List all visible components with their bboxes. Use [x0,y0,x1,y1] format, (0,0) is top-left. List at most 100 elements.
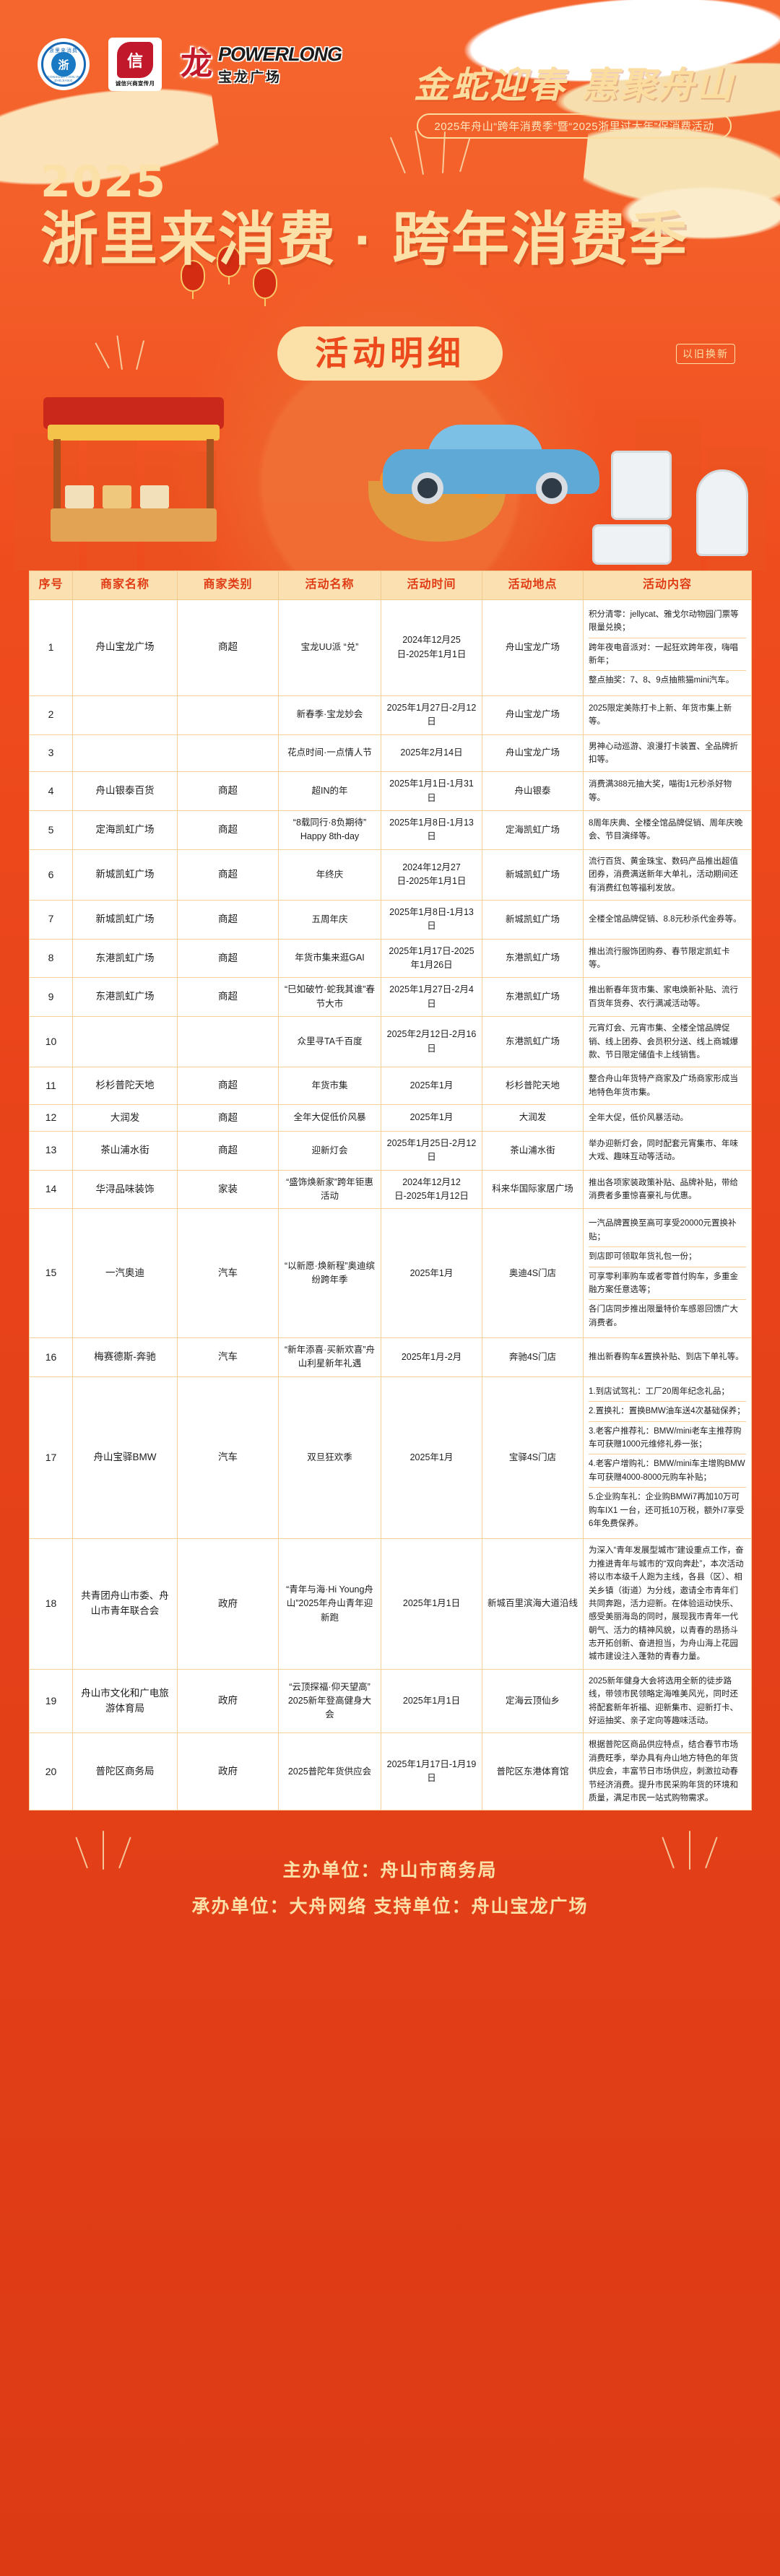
hero-main-title: 浙里来消费 · 跨年消费季 [40,207,689,272]
cell-category [177,695,279,735]
cell-time: 2025年1月25日-2月12日 [381,1130,482,1171]
activity-detail-badge: 活动明细 [277,326,503,381]
calligraphy-headline: 金蛇迎春 惠聚舟山 [413,64,735,106]
cell-category: 商超 [177,771,279,812]
cell-category: 家装 [177,1169,279,1210]
powerlong-en-text: POWERLONG [218,43,342,65]
cell-no: 2 [29,695,73,735]
cell-merchant: 大润发 [72,1104,178,1132]
cell-merchant: 定海凯虹广场 [72,810,178,850]
cell-category: 商超 [177,1130,279,1171]
cell-place: 舟山宝龙广场 [482,599,584,696]
cell-category: 汽车 [177,1376,279,1540]
dragon-icon: 龙 [181,46,212,82]
hero-badge-wrap: 活动明细 [0,326,780,381]
cell-merchant: 梅赛德斯-奔驰 [72,1337,178,1377]
powerlong-cn-text: 宝龙广场 [218,69,282,85]
cell-no: 20 [29,1732,73,1811]
cell-place: 杉杉普陀天地 [482,1067,584,1106]
cell-category: 商超 [177,1067,279,1106]
calligraphy-block: 金蛇迎春 惠聚舟山 2025年舟山“跨年消费季”暨“2025浙里过大年”促消费活… [404,65,744,139]
cell-content: 推出新春年货市集、家电焕新补贴、流行百货年货券、农行满减活动等。 [583,977,752,1018]
cell-place: 普陀区东港体育馆 [482,1732,584,1811]
fan-illustration [696,469,748,556]
cell-time: 2025年1月1日 [381,1668,482,1734]
cell-place: 大润发 [482,1104,584,1132]
cell-content: 推出各项家装政策补贴、品牌补贴，带给消费者多重惊喜豪礼与优惠。 [583,1169,752,1210]
cell-content: 2025限定美陈打卡上新、年货市集上新等。 [583,695,752,735]
cell-time: 2025年1月8日-1月13日 [381,899,482,940]
table-row: 6 新城凯虹广场 商超 年终庆 2024年12月27日-2025年1月1日 新城凯虹广场流… [29,849,752,901]
col-header-time: 活动时间 [381,571,482,600]
cell-activity: 2025普陀年货供应会 [278,1732,381,1811]
table-row: 17 舟山宝驿BMW 汽车 双旦狂欢季 2025年1月 宝驿4S门店 1.到店试驾礼：工厂2… [29,1376,752,1540]
cell-content: 推出流行服饰团购券、春节限定凯虹卡等。 [583,938,752,979]
cell-place: 东港凯虹广场 [482,1016,584,1068]
table-row: 7 新城凯虹广场 商超 五周年庆 2025年1月8日-1月13日 新城凯虹广场 全楼全馆品牌… [29,899,752,940]
cell-merchant: 舟山宝龙广场 [72,599,178,696]
activity-table-body: 1 舟山宝龙广场 商超 宝龙UU派 “兑” 2024年12月25日-2025年1月1日舟… [29,599,752,1811]
cell-no: 11 [29,1067,73,1106]
col-header-place: 活动地点 [482,571,584,600]
cell-no: 13 [29,1130,73,1171]
cell-category: 商超 [177,810,279,850]
cell-no: 16 [29,1337,73,1377]
table-row: 18 共青团舟山市委、舟山市青年联合会 政府 “青年与海·Hi Young舟山”202… [29,1538,752,1670]
cell-no: 12 [29,1104,73,1132]
cell-time: 2025年1月27日-2月4日 [381,977,482,1018]
table-row: 13 茶山浦水街 商超 迎新灯会 2025年1月25日-2月12日 茶山浦水街 举办迎新灯会… [29,1130,752,1171]
cell-merchant: 新城凯虹广场 [72,849,178,901]
table-row: 3 花点时间·一点情人节 2025年2月14日 舟山宝龙广场 男神心动巡游、浪漫打卡装置… [29,734,752,773]
table-row: 15 一汽奥迪 汽车 “以新愿·焕新程”奥迪缤纷跨年季 2025年1月 奥迪4S门店 一汽品… [29,1208,752,1339]
market-stall-illustration [43,397,224,542]
cell-merchant: 杉杉普陀天地 [72,1067,178,1106]
table-row: 5 定海凯虹广场 商超 “8载同行·8负期待”Happy 8th-day 2025年1月… [29,810,752,850]
table-row: 16 梅赛德斯-奔驰 汽车 “新年添喜·买新欢喜”舟山利星新年礼遇 2025年1月-2月… [29,1337,752,1377]
cell-no: 1 [29,599,73,696]
cell-time: 2025年1月17日-2025年1月26日 [381,938,482,979]
logo-zj-bottom-text: CONSUMPTION IN ZHEJIANG [47,75,80,82]
cell-time: 2025年1月1日 [381,1538,482,1670]
activity-table-wrap: 序号 商家名称 商家类别 活动名称 活动时间 活动地点 活动内容 1 舟山宝龙广场… [29,571,752,1811]
cell-category [177,734,279,773]
cell-time: 2025年1月 [381,1067,482,1106]
table-row: 10 众里寻TA千百度 2025年2月12日-2月16日 东港凯虹广场 元宵灯会、元宵市… [29,1016,752,1068]
cell-place: 科来华国际家居广场 [482,1169,584,1210]
cell-content: 1.到店试驾礼：工厂20周年纪念礼品； 2.置换礼：置换BMW油车送4次基础保养；… [583,1376,752,1540]
logo-caption: 诚信兴商宣传月 [115,79,155,87]
cell-content: 整合舟山年货特产商家及广场商家形成当地特色年货市集。 [583,1067,752,1106]
cell-category: 商超 [177,1104,279,1132]
cell-content: 推出新春购车&置换补贴、到店下单礼等。 [583,1337,752,1377]
cell-place: 新城百里滨海大道沿线 [482,1538,584,1670]
cell-time: 2025年1月 [381,1376,482,1540]
cell-place: 宝驿4S门店 [482,1376,584,1540]
cell-time: 2024年12月12日-2025年1月12日 [381,1169,482,1210]
cell-merchant [72,734,178,773]
cell-activity: “盛饰焕新家”跨年钜惠活动 [278,1169,381,1210]
zhejiang-consumption-logo: 浙里来消费 浙 CONSUMPTION IN ZHEJIANG [38,38,90,90]
cell-no: 14 [29,1169,73,1210]
table-row: 9 东港凯虹广场 商超 “巳如破竹·蛇我其谁”春节大市 2025年1月27日-2月4日东… [29,977,752,1018]
cell-time: 2025年2月12日-2月16日 [381,1016,482,1068]
cell-place: 新城凯虹广场 [482,849,584,901]
cell-activity: 众里寻TA千百度 [278,1016,381,1068]
cell-activity: “青年与海·Hi Young舟山”2025年舟山青年迎新跑 [278,1538,381,1670]
table-row: 1 舟山宝龙广场 商超 宝龙UU派 “兑” 2024年12月25日-2025年1月1日舟… [29,599,752,696]
car-illustration [383,425,599,504]
cell-category: 政府 [177,1538,279,1670]
cell-content: 积分清零：jellycat、雅戈尔动物园门票等限量兑换； 跨年夜电音派对：一起狂欢… [583,599,752,696]
table-row: 12 大润发 商超 全年大促低价风暴 2025年1月 大润发 全年大促，低价风暴活动。 [29,1104,752,1132]
cell-place: 奥迪4S门店 [482,1208,584,1339]
cell-no: 7 [29,899,73,940]
cell-content: 流行百货、黄金珠宝、数码产品推出超值团券，消费满送新年大单礼，活动期间还有消费红… [583,849,752,901]
powerlong-logo: 龙 POWERLONG 宝龙广场 [181,43,342,86]
table-row: 19 舟山市文化和广电旅游体育局 政府 “云顶探福·仰天望高”2025新年登高健身大会… [29,1668,752,1734]
cell-activity: “巳如破竹·蛇我其谁”春节大市 [278,977,381,1018]
cell-content: 消费满388元抽大奖，喵街1元秒杀好物等。 [583,771,752,812]
cell-activity: “新年添喜·买新欢喜”舟山利星新年礼遇 [278,1337,381,1377]
table-row: 14 华浔品味装饰 家装 “盛饰焕新家”跨年钜惠活动 2024年12月12日-2025年… [29,1169,752,1210]
cell-activity: “8载同行·8负期待”Happy 8th-day [278,810,381,850]
cell-time: 2025年1月-2月 [381,1337,482,1377]
poster-footer: 主办单位：舟山市商务局 承办单位：大舟网络 支持单位：舟山宝龙广场 [0,1810,780,1965]
cell-category: 商超 [177,899,279,940]
